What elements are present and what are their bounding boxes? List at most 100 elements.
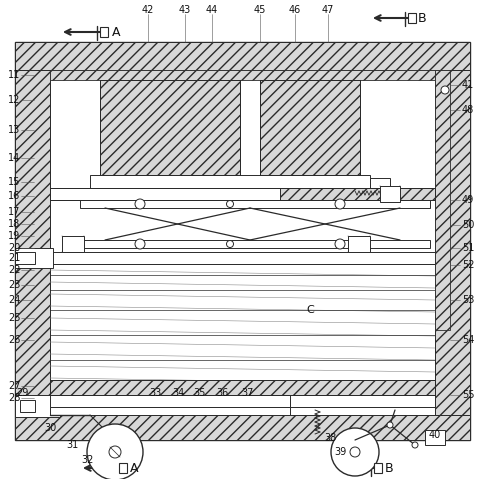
- Text: 11: 11: [8, 70, 20, 80]
- Text: 40: 40: [428, 430, 440, 440]
- Text: 29: 29: [16, 388, 28, 398]
- Text: 19: 19: [8, 231, 20, 241]
- Text: 32: 32: [82, 455, 94, 465]
- Bar: [289, 395, 434, 407]
- Text: 14: 14: [8, 153, 20, 163]
- Text: 45: 45: [253, 5, 266, 15]
- Text: 39: 39: [333, 447, 346, 457]
- Circle shape: [226, 240, 233, 248]
- Text: 44: 44: [205, 5, 218, 15]
- Text: 15: 15: [8, 177, 20, 187]
- Text: 33: 33: [149, 388, 161, 398]
- Bar: [20, 400, 35, 412]
- Bar: [100, 80, 240, 175]
- Circle shape: [135, 199, 145, 209]
- Bar: [50, 264, 434, 380]
- Circle shape: [386, 422, 392, 428]
- Text: 47: 47: [321, 5, 333, 15]
- Bar: [50, 252, 434, 264]
- Bar: [50, 70, 434, 80]
- Circle shape: [135, 239, 145, 249]
- Bar: [348, 236, 369, 252]
- Bar: [50, 188, 279, 200]
- Text: 23: 23: [8, 280, 20, 290]
- Circle shape: [349, 447, 359, 457]
- Text: 13: 13: [8, 125, 20, 135]
- Text: 48: 48: [461, 105, 473, 115]
- Text: 53: 53: [461, 295, 473, 305]
- Bar: [119, 463, 127, 473]
- Circle shape: [334, 239, 344, 249]
- Text: 34: 34: [171, 388, 184, 398]
- Circle shape: [334, 199, 344, 209]
- Text: 52: 52: [461, 260, 473, 270]
- Bar: [15, 395, 60, 417]
- Text: 17: 17: [8, 207, 20, 217]
- Bar: [15, 252, 35, 264]
- Text: B: B: [417, 11, 426, 24]
- Bar: [259, 80, 359, 175]
- Text: A: A: [130, 461, 138, 475]
- Text: 36: 36: [215, 388, 227, 398]
- Bar: [289, 407, 434, 415]
- Text: 55: 55: [461, 390, 473, 400]
- Text: 28: 28: [8, 393, 20, 403]
- Circle shape: [226, 201, 233, 207]
- Bar: [15, 70, 50, 440]
- Text: 12: 12: [8, 95, 20, 105]
- Bar: [50, 407, 289, 415]
- Text: 21: 21: [8, 253, 20, 263]
- Text: 27: 27: [8, 381, 20, 391]
- Text: C: C: [305, 305, 313, 315]
- Bar: [62, 236, 84, 252]
- Bar: [15, 415, 469, 440]
- Text: 38: 38: [323, 433, 335, 443]
- Circle shape: [109, 446, 121, 458]
- Text: 35: 35: [194, 388, 206, 398]
- Bar: [369, 178, 389, 188]
- Bar: [379, 186, 399, 202]
- Text: 51: 51: [461, 243, 473, 253]
- Circle shape: [411, 442, 417, 448]
- Text: 54: 54: [461, 335, 473, 345]
- Bar: [80, 200, 429, 208]
- Text: 22: 22: [8, 265, 20, 275]
- Bar: [50, 380, 434, 395]
- Text: B: B: [384, 461, 393, 475]
- Bar: [434, 70, 449, 330]
- Circle shape: [440, 86, 448, 94]
- Bar: [90, 175, 369, 188]
- Bar: [407, 13, 415, 23]
- Bar: [50, 188, 434, 200]
- Bar: [100, 80, 240, 175]
- Bar: [15, 415, 469, 440]
- Text: 18: 18: [8, 219, 20, 229]
- Text: 43: 43: [179, 5, 191, 15]
- Text: A: A: [112, 25, 120, 38]
- Text: 41: 41: [461, 80, 473, 90]
- Text: 24: 24: [8, 295, 20, 305]
- Bar: [50, 395, 289, 407]
- Text: 25: 25: [8, 313, 20, 323]
- Text: 49: 49: [461, 195, 473, 205]
- Circle shape: [87, 424, 143, 479]
- Text: 20: 20: [8, 243, 20, 253]
- Bar: [424, 430, 444, 445]
- Bar: [15, 42, 469, 70]
- Bar: [15, 42, 469, 440]
- Bar: [259, 80, 359, 175]
- Circle shape: [330, 428, 378, 476]
- Bar: [80, 240, 429, 248]
- Text: 46: 46: [288, 5, 301, 15]
- Text: 42: 42: [141, 5, 154, 15]
- Text: 16: 16: [8, 191, 20, 201]
- Bar: [100, 27, 108, 37]
- Bar: [50, 70, 434, 415]
- Bar: [434, 70, 469, 440]
- Text: 37: 37: [242, 388, 254, 398]
- Text: 26: 26: [8, 335, 20, 345]
- Bar: [50, 380, 434, 395]
- Text: 30: 30: [44, 423, 56, 433]
- Text: 31: 31: [66, 440, 78, 450]
- Bar: [15, 248, 53, 268]
